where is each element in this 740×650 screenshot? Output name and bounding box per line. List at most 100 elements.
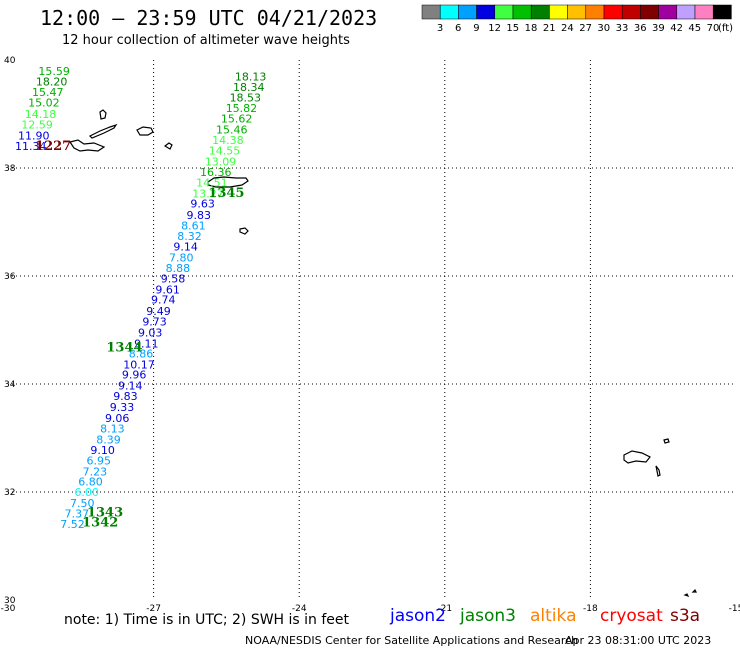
wave-height-value: 7.37: [65, 507, 90, 520]
credit: NOAA/NESDIS Center for Satellite Applica…: [245, 634, 579, 647]
satellite-jason2: jason2: [390, 606, 446, 626]
wave-height-value: 14.55: [209, 145, 241, 158]
wave-height-value: 15.47: [32, 86, 64, 99]
wave-height-value: 9.58: [161, 272, 186, 285]
axis-tick-labels: -30 -27 -24 -21 -18 -15 40 38 36 34 32 30: [1, 56, 740, 614]
legend-swatch: [658, 4, 678, 20]
wave-height-value: 7.52: [60, 518, 85, 531]
wave-height-value: 9.14: [118, 379, 143, 392]
satellite-s3a: s3a: [670, 606, 701, 626]
wave-height-value: 9.96: [122, 369, 147, 382]
coastlines: [69, 109, 697, 598]
legend-swatch: [676, 4, 696, 20]
island-graciosa: [136, 126, 154, 136]
legend-swatch: [603, 4, 623, 20]
lat-lon-grid: [8, 60, 736, 600]
lat-tick-label: 34: [4, 380, 16, 390]
wave-height-value: 9.74: [151, 294, 176, 307]
lon-tick-label: -24: [292, 604, 307, 614]
island-pico-faial: [69, 139, 106, 152]
legend-label: 3: [437, 23, 443, 34]
wave-height-value: 10.17: [123, 358, 155, 371]
wave-height-value: 9.63: [190, 197, 215, 210]
wave-height-value: 14.51: [196, 176, 228, 189]
legend-label: 39: [652, 23, 665, 34]
wave-height-values: 15.5918.2015.4715.0214.1812.5911.9011.34…: [15, 65, 266, 531]
wave-height-value: 7.23: [83, 465, 108, 478]
legend-swatch: [494, 4, 514, 20]
legend-label: 33: [616, 23, 629, 34]
wave-height-value: 7.50: [70, 497, 95, 510]
island-terceira: [163, 142, 173, 150]
legend-swatch: [512, 4, 532, 20]
pass-time-label: 1342: [82, 516, 118, 531]
legend-swatch: [585, 4, 605, 20]
wave-height-value: 6.00: [74, 486, 99, 499]
wave-height-value: 9.06: [105, 412, 130, 425]
wave-height-value: 6.80: [78, 476, 103, 489]
wave-height-value: 18.13: [235, 71, 267, 84]
legend-label: 18: [525, 23, 538, 34]
lat-tick-label: 38: [4, 164, 16, 174]
wave-height-value: 9.73: [142, 316, 167, 329]
wave-height-value: 18.20: [36, 75, 68, 88]
island-sao-jorge: [88, 123, 118, 139]
pass-time-label: 1344: [106, 341, 142, 356]
legend-swatch: [458, 4, 477, 20]
legend-label: 27: [579, 23, 592, 34]
map-subtitle: 12 hour collection of altimeter wave hei…: [62, 33, 350, 48]
wave-height-value: 13.09: [205, 155, 237, 168]
wave-height-value: 7.80: [169, 251, 194, 264]
island-flores: [99, 109, 107, 120]
wave-height-value: 15.62: [221, 113, 253, 126]
wave-height-value: 9.10: [90, 444, 115, 457]
wave-height-value: 15.46: [216, 123, 248, 136]
legend-swatch: [640, 4, 659, 20]
wave-height-value: 11.34: [15, 140, 47, 153]
legend-label: 24: [561, 23, 574, 34]
wave-height-value: 14.38: [212, 134, 244, 147]
wave-height-value: 16.36: [200, 166, 232, 179]
legend-label: 70: [707, 23, 720, 34]
wave-height-value: 12.59: [21, 119, 53, 132]
map-title: 12:00 – 23:59 UTC 04/21/2023: [40, 6, 378, 30]
legend-label: 15: [506, 23, 519, 34]
wave-height-value: 8.13: [100, 423, 125, 436]
island-porto-santo: [663, 438, 670, 444]
satellite-jason3: jason3: [460, 606, 516, 626]
lat-tick-label: 40: [4, 56, 16, 66]
legend-label: 12: [488, 23, 501, 34]
legend-swatch: [476, 4, 496, 20]
credit-date: Apr 23 08:31:00 UTC 2023: [565, 634, 712, 647]
pass-time-label: 1227: [35, 139, 71, 154]
legend-label: 6: [455, 23, 461, 34]
legend-label: 42: [670, 23, 683, 34]
island-sao-miguel: [207, 176, 249, 188]
legend-swatch: [567, 4, 587, 20]
wave-height-value: 8.39: [96, 433, 121, 446]
lat-tick-label: 32: [4, 488, 15, 498]
legend-swatch: [530, 4, 550, 20]
pass-time-label: 1345: [208, 186, 244, 201]
footnote: note: 1) Time is in UTC; 2) SWH is in fe…: [64, 612, 350, 628]
wave-height-value: 8.32: [177, 230, 202, 243]
wave-height-value: 8.86: [129, 348, 154, 361]
color-legend: 3 6 9 12 15 18 21 24 27 30 33 36 39 42 45 70(ft): [421, 4, 733, 34]
legend-label: 30: [597, 23, 610, 34]
wave-height-value: 9.33: [110, 401, 135, 414]
wave-height-value: 15.59: [38, 65, 70, 78]
legend-label: 45: [688, 23, 701, 34]
wave-height-value: 11.90: [18, 129, 50, 142]
wave-height-value: 9.49: [146, 305, 171, 318]
wave-height-value: 8.61: [181, 220, 206, 233]
wave-height-value: 9.61: [155, 283, 180, 296]
legend-label: 21: [543, 23, 556, 34]
island-selvagens: [683, 588, 697, 598]
legend-swatch: [694, 4, 714, 20]
legend-swatch: [712, 4, 732, 20]
island-madeira: [623, 450, 651, 464]
wave-height-value: 9.14: [173, 241, 198, 254]
lon-tick-label: -15: [729, 604, 740, 614]
legend-unit: (ft): [718, 23, 733, 34]
